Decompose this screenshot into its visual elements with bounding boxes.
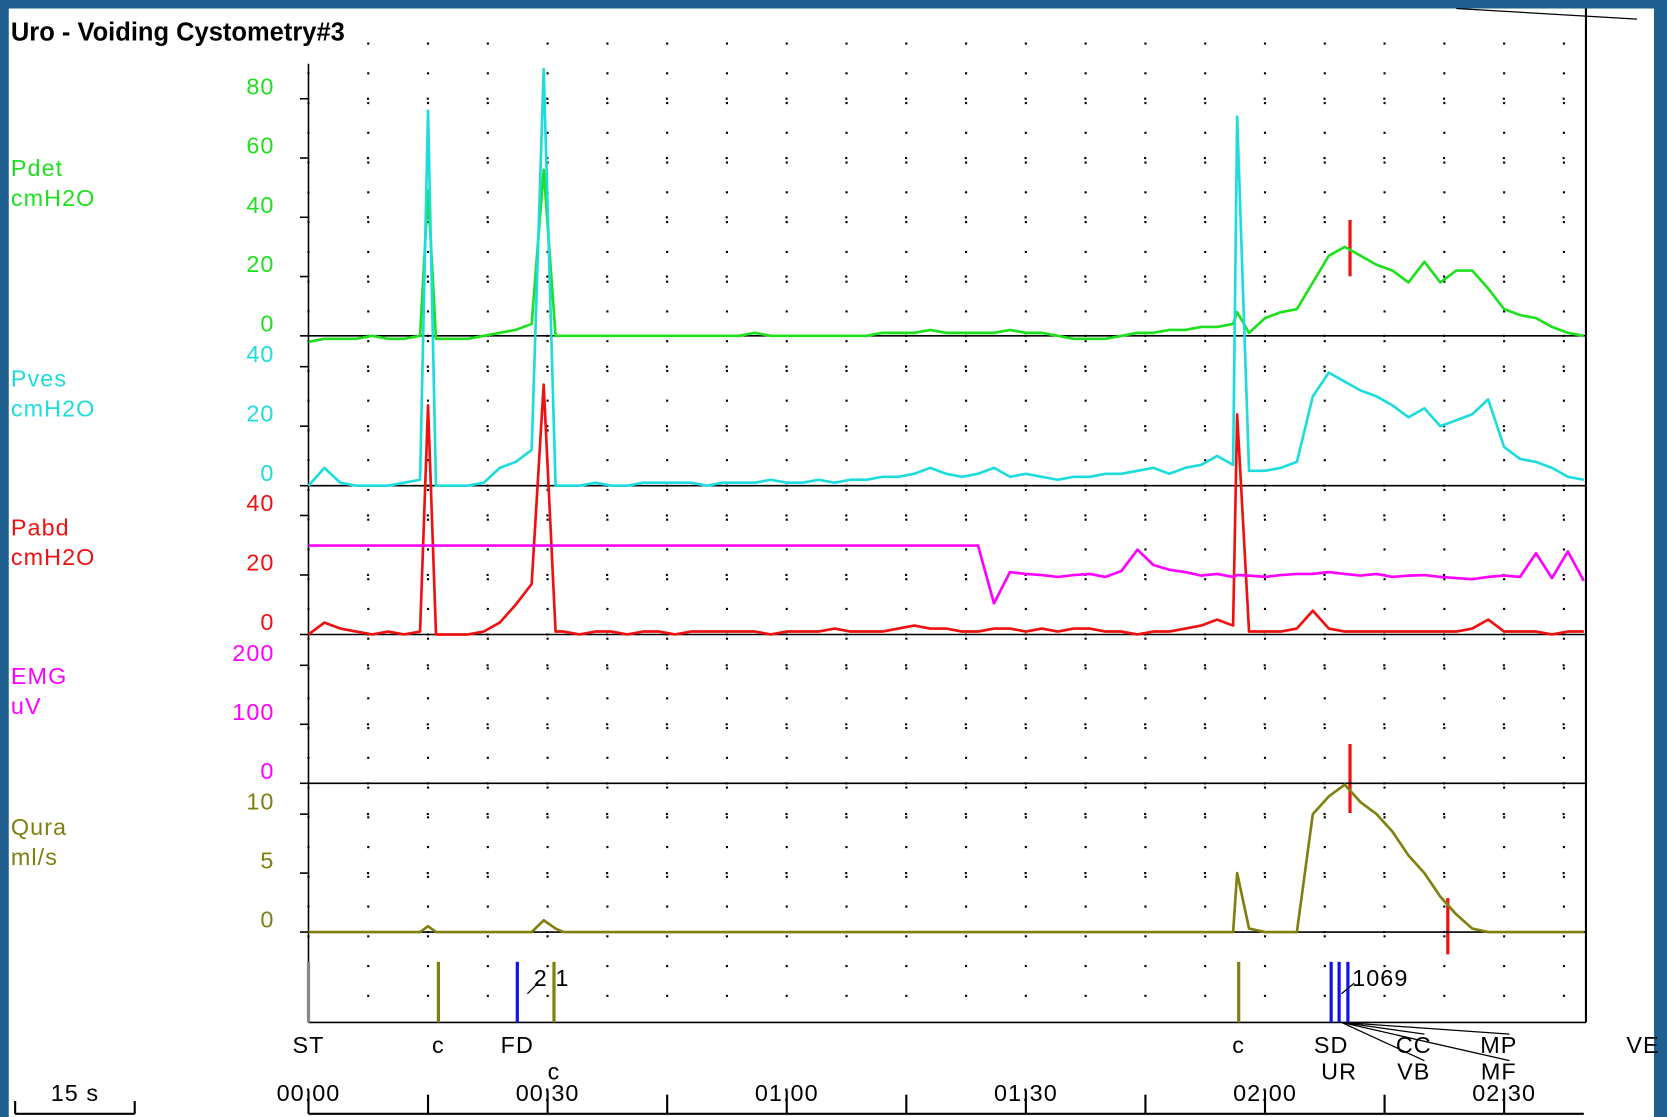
series-line bbox=[307, 67, 1585, 488]
y-tick-label: 0 bbox=[260, 907, 274, 933]
y-tick-label: 200 bbox=[232, 640, 274, 666]
y-tick-label: 10 bbox=[246, 789, 274, 815]
y-tick-label: 40 bbox=[246, 341, 274, 367]
event-label: SD bbox=[1314, 1032, 1349, 1058]
y-tick-label: 100 bbox=[232, 699, 274, 725]
y-axis-label: Qura bbox=[11, 814, 67, 840]
y-axis-label: Pabd bbox=[11, 514, 70, 540]
event-label: MP bbox=[1480, 1032, 1517, 1058]
series-line bbox=[308, 544, 1586, 605]
y-tick-label: 60 bbox=[246, 133, 274, 159]
y-axis-label: cmH2O bbox=[11, 544, 96, 570]
y-tick-label: 20 bbox=[246, 251, 274, 277]
event-label: ST bbox=[292, 1032, 324, 1058]
y-axis-label: Pdet bbox=[11, 155, 63, 181]
y-tick-label: 40 bbox=[246, 192, 274, 218]
y-axis-label: cmH2O bbox=[11, 395, 96, 421]
annotation-leader bbox=[1341, 982, 1355, 995]
event-label: UR bbox=[1321, 1059, 1357, 1085]
y-axis-label: EMG bbox=[11, 663, 67, 689]
event-label: VE bbox=[1626, 1032, 1659, 1058]
event-leader bbox=[1341, 1021, 1510, 1062]
plot: 00:00 00:30 01:00 01:30 02:00 02:30PdetcmH2O0… bbox=[11, 67, 1659, 1115]
annotation-leader bbox=[526, 982, 539, 995]
event-label: c bbox=[1232, 1032, 1245, 1058]
event-label: MF bbox=[1481, 1059, 1517, 1085]
y-axis-label: cmH2O bbox=[11, 185, 96, 211]
y-tick-label: 0 bbox=[260, 609, 274, 635]
decor-line bbox=[1456, 7, 1638, 20]
y-axis-label: Pves bbox=[11, 366, 67, 392]
y-axis-label: uV bbox=[11, 693, 42, 719]
scale-bar-label: 15 s bbox=[51, 1080, 99, 1106]
event-label: c bbox=[432, 1032, 445, 1058]
y-tick-label: 5 bbox=[260, 848, 274, 874]
y-tick-label: 20 bbox=[246, 550, 274, 576]
event-label: VB bbox=[1397, 1059, 1430, 1085]
series-line bbox=[308, 168, 1585, 344]
series-line bbox=[308, 783, 1584, 934]
y-tick-label: 40 bbox=[246, 490, 274, 516]
annotation: 1069 bbox=[1352, 965, 1408, 991]
series-line bbox=[307, 383, 1584, 636]
y-tick-label: 80 bbox=[246, 73, 274, 99]
chart-title: Uro - Voiding Cystometry#3 bbox=[11, 19, 345, 47]
annotation: 2 1 bbox=[534, 965, 570, 991]
event-label: c bbox=[548, 1059, 561, 1085]
y-tick-label: 0 bbox=[260, 460, 274, 486]
y-tick-label: 0 bbox=[260, 758, 274, 784]
y-tick-label: 0 bbox=[260, 310, 274, 336]
event-leader bbox=[1341, 1021, 1510, 1035]
event-label: FD bbox=[501, 1032, 534, 1058]
y-axis-label: ml/s bbox=[11, 844, 58, 870]
event-leader bbox=[1341, 1021, 1425, 1062]
y-tick-label: 20 bbox=[246, 401, 274, 427]
event-leader bbox=[1341, 1021, 1425, 1035]
